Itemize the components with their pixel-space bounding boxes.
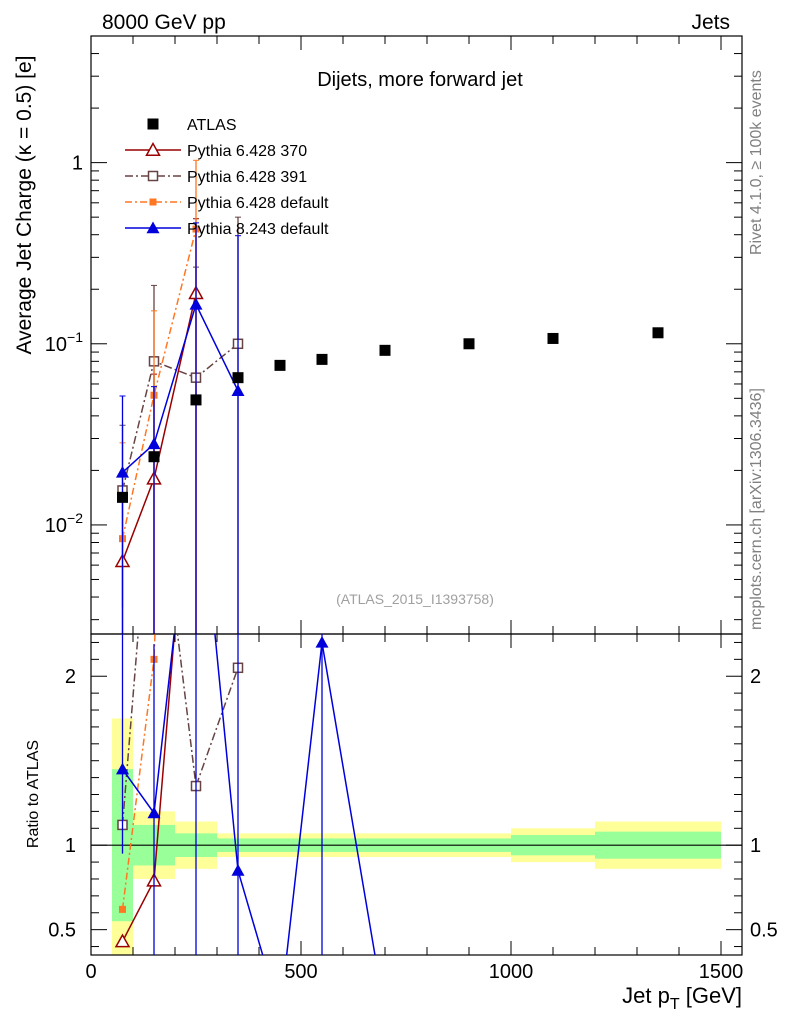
y-tick-label: 10−1 bbox=[45, 329, 83, 356]
x-axis-label-main: Jet p bbox=[622, 983, 670, 1008]
ratio-tick-label: 2 bbox=[65, 666, 76, 688]
marker-data-point bbox=[379, 344, 391, 356]
main-panel: 10−210−11 bbox=[45, 35, 743, 635]
x-tick-label: 0 bbox=[85, 961, 96, 983]
plot-title: Dijets, more forward jet bbox=[317, 69, 523, 91]
legend-label: Pythia 6.428 default bbox=[187, 195, 329, 212]
marker-data-point bbox=[148, 451, 160, 463]
ratio-line bbox=[121, 634, 376, 955]
y-tick-label-base: 10 bbox=[45, 515, 67, 537]
marker-filled-square bbox=[119, 905, 126, 913]
series-3 bbox=[116, 222, 245, 634]
marker-data-point bbox=[316, 353, 328, 365]
y-tick-label-base: 10 bbox=[45, 334, 67, 356]
x-ticks: 0 500 1000 1500 bbox=[85, 36, 743, 983]
ratio-tick-label-right: 1 bbox=[750, 835, 761, 857]
marker-filled-triangle bbox=[116, 465, 129, 478]
ratio-y-axis-label: Ratio to ATLAS bbox=[25, 740, 42, 848]
x-axis-label: Jet pT [GeV] bbox=[622, 983, 742, 1013]
marker-open-square bbox=[147, 170, 159, 182]
x-axis-label-unit: [GeV] bbox=[680, 983, 742, 1008]
marker-data-point bbox=[147, 118, 159, 130]
x-tick-label: 1000 bbox=[489, 961, 534, 983]
ratio-series-3 bbox=[116, 634, 376, 955]
header-right: Jets bbox=[691, 11, 730, 34]
marker-filled-triangle bbox=[116, 762, 129, 775]
marker-data-point bbox=[547, 332, 559, 344]
ratio-tick-label: 0.5 bbox=[48, 920, 76, 942]
legend-label: Pythia 6.428 391 bbox=[187, 169, 307, 186]
ratio-tick-label-right: 0.5 bbox=[750, 920, 778, 942]
legend-label: Pythia 6.428 370 bbox=[187, 143, 307, 160]
header-left: 8000 GeV pp bbox=[102, 11, 226, 34]
y-tick-label-exp: −1 bbox=[67, 329, 83, 345]
ratio-tick-label-right: 2 bbox=[750, 666, 761, 688]
marker-filled-triangle bbox=[146, 221, 160, 234]
series-line bbox=[121, 343, 239, 491]
y-axis-label: Average Jet Charge (κ = 0.5) [e] bbox=[13, 55, 36, 354]
y-tick-label: 10−2 bbox=[45, 510, 83, 537]
x-axis-label-sub: T bbox=[670, 996, 680, 1013]
series-1 bbox=[117, 216, 244, 634]
legend-label: Pythia 8.243 default bbox=[187, 221, 329, 238]
atlas-data bbox=[117, 327, 664, 503]
side-label-bottom: mcplots.cern.ch [arXiv:1306.3436] bbox=[748, 388, 765, 630]
series-line bbox=[121, 228, 197, 539]
marker-data-point bbox=[232, 372, 244, 384]
marker-data-point bbox=[652, 327, 664, 339]
y-tick-label-exp: −2 bbox=[67, 510, 83, 526]
ratio-tick-label: 1 bbox=[65, 835, 76, 857]
marker-data-point bbox=[463, 338, 475, 350]
marker-open-triangle bbox=[114, 933, 131, 948]
x-tick-label: 1500 bbox=[699, 961, 744, 983]
y-tick-label: 1 bbox=[72, 153, 83, 175]
analysis-tag: (ATLAS_2015_I1393758) bbox=[336, 591, 494, 607]
marker-open-triangle bbox=[145, 141, 161, 156]
marker-data-point bbox=[117, 491, 128, 503]
marker-filled-square bbox=[149, 198, 157, 206]
marker-filled-triangle bbox=[147, 437, 161, 450]
marker-data-point bbox=[190, 394, 202, 406]
side-label-top: Rivet 4.1.0, ≥ 100k events bbox=[748, 70, 765, 255]
ratio-line bbox=[121, 634, 239, 825]
marker-filled-triangle bbox=[231, 384, 245, 397]
series-line bbox=[121, 302, 239, 473]
marker-filled-triangle bbox=[231, 864, 245, 876]
x-tick-label: 500 bbox=[284, 961, 317, 983]
ratio-frame bbox=[90, 633, 743, 956]
marker-filled-triangle bbox=[315, 635, 329, 648]
legend-label-atlas: ATLAS bbox=[187, 117, 237, 134]
legend: ATLAS Pythia 6.428 370 Pythia 6.428 391 Pyt… bbox=[125, 117, 329, 238]
marker-data-point bbox=[274, 359, 286, 371]
ratio-panel: 0.5 0.5 1 1 2 2 bbox=[48, 633, 778, 956]
ratio-ticks: 0.5 0.5 1 1 2 2 bbox=[48, 641, 778, 948]
y-ticks: 10−210−11 bbox=[45, 35, 742, 621]
marker-filled-triangle bbox=[147, 806, 161, 819]
marker-filled-triangle bbox=[189, 297, 203, 310]
